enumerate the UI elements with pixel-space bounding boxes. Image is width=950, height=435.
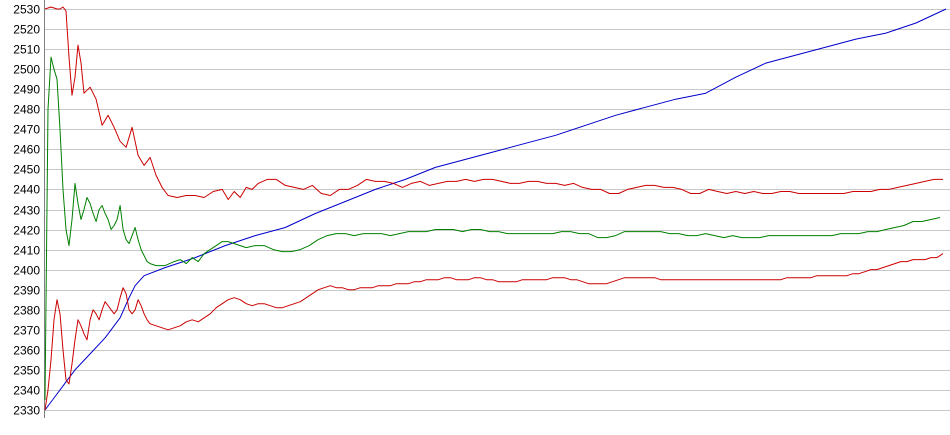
y-tick-label: 2490	[13, 83, 40, 97]
y-tick-label: 2350	[13, 364, 40, 378]
y-tick-label: 2450	[13, 163, 40, 177]
series-line-2	[44, 6, 943, 200]
y-tick-label: 2460	[13, 143, 40, 157]
y-tick-label: 2340	[13, 384, 40, 398]
y-tick-label: 2470	[13, 123, 40, 137]
y-tick-label: 2390	[13, 284, 40, 298]
series-line-4	[44, 253, 944, 411]
y-tick-label: 2360	[13, 344, 40, 358]
y-tick-label: 2330	[13, 404, 40, 418]
series-line-1	[44, 8, 947, 411]
y-tick-label: 2520	[13, 23, 40, 37]
y-tick-label: 2380	[13, 304, 40, 318]
y-tick-label: 2420	[13, 224, 40, 238]
y-tick-label: 2500	[13, 63, 40, 77]
series-lines	[44, 6, 947, 411]
y-tick-label: 2370	[13, 324, 40, 338]
y-tick-label: 2400	[13, 264, 40, 278]
y-tick-label: 2430	[13, 204, 40, 218]
y-tick-label: 2510	[13, 43, 40, 57]
y-tick-label: 2480	[13, 103, 40, 117]
y-tick-label: 2440	[13, 183, 40, 197]
y-tick-label: 2530	[13, 3, 40, 17]
series-line-3	[44, 56, 941, 401]
grid	[45, 9, 950, 411]
y-axis-ticks: 2330 2340 2350 2360 2370 2380 2390 2400 2410 2420…	[13, 3, 40, 418]
y-tick-label: 2410	[13, 244, 40, 258]
